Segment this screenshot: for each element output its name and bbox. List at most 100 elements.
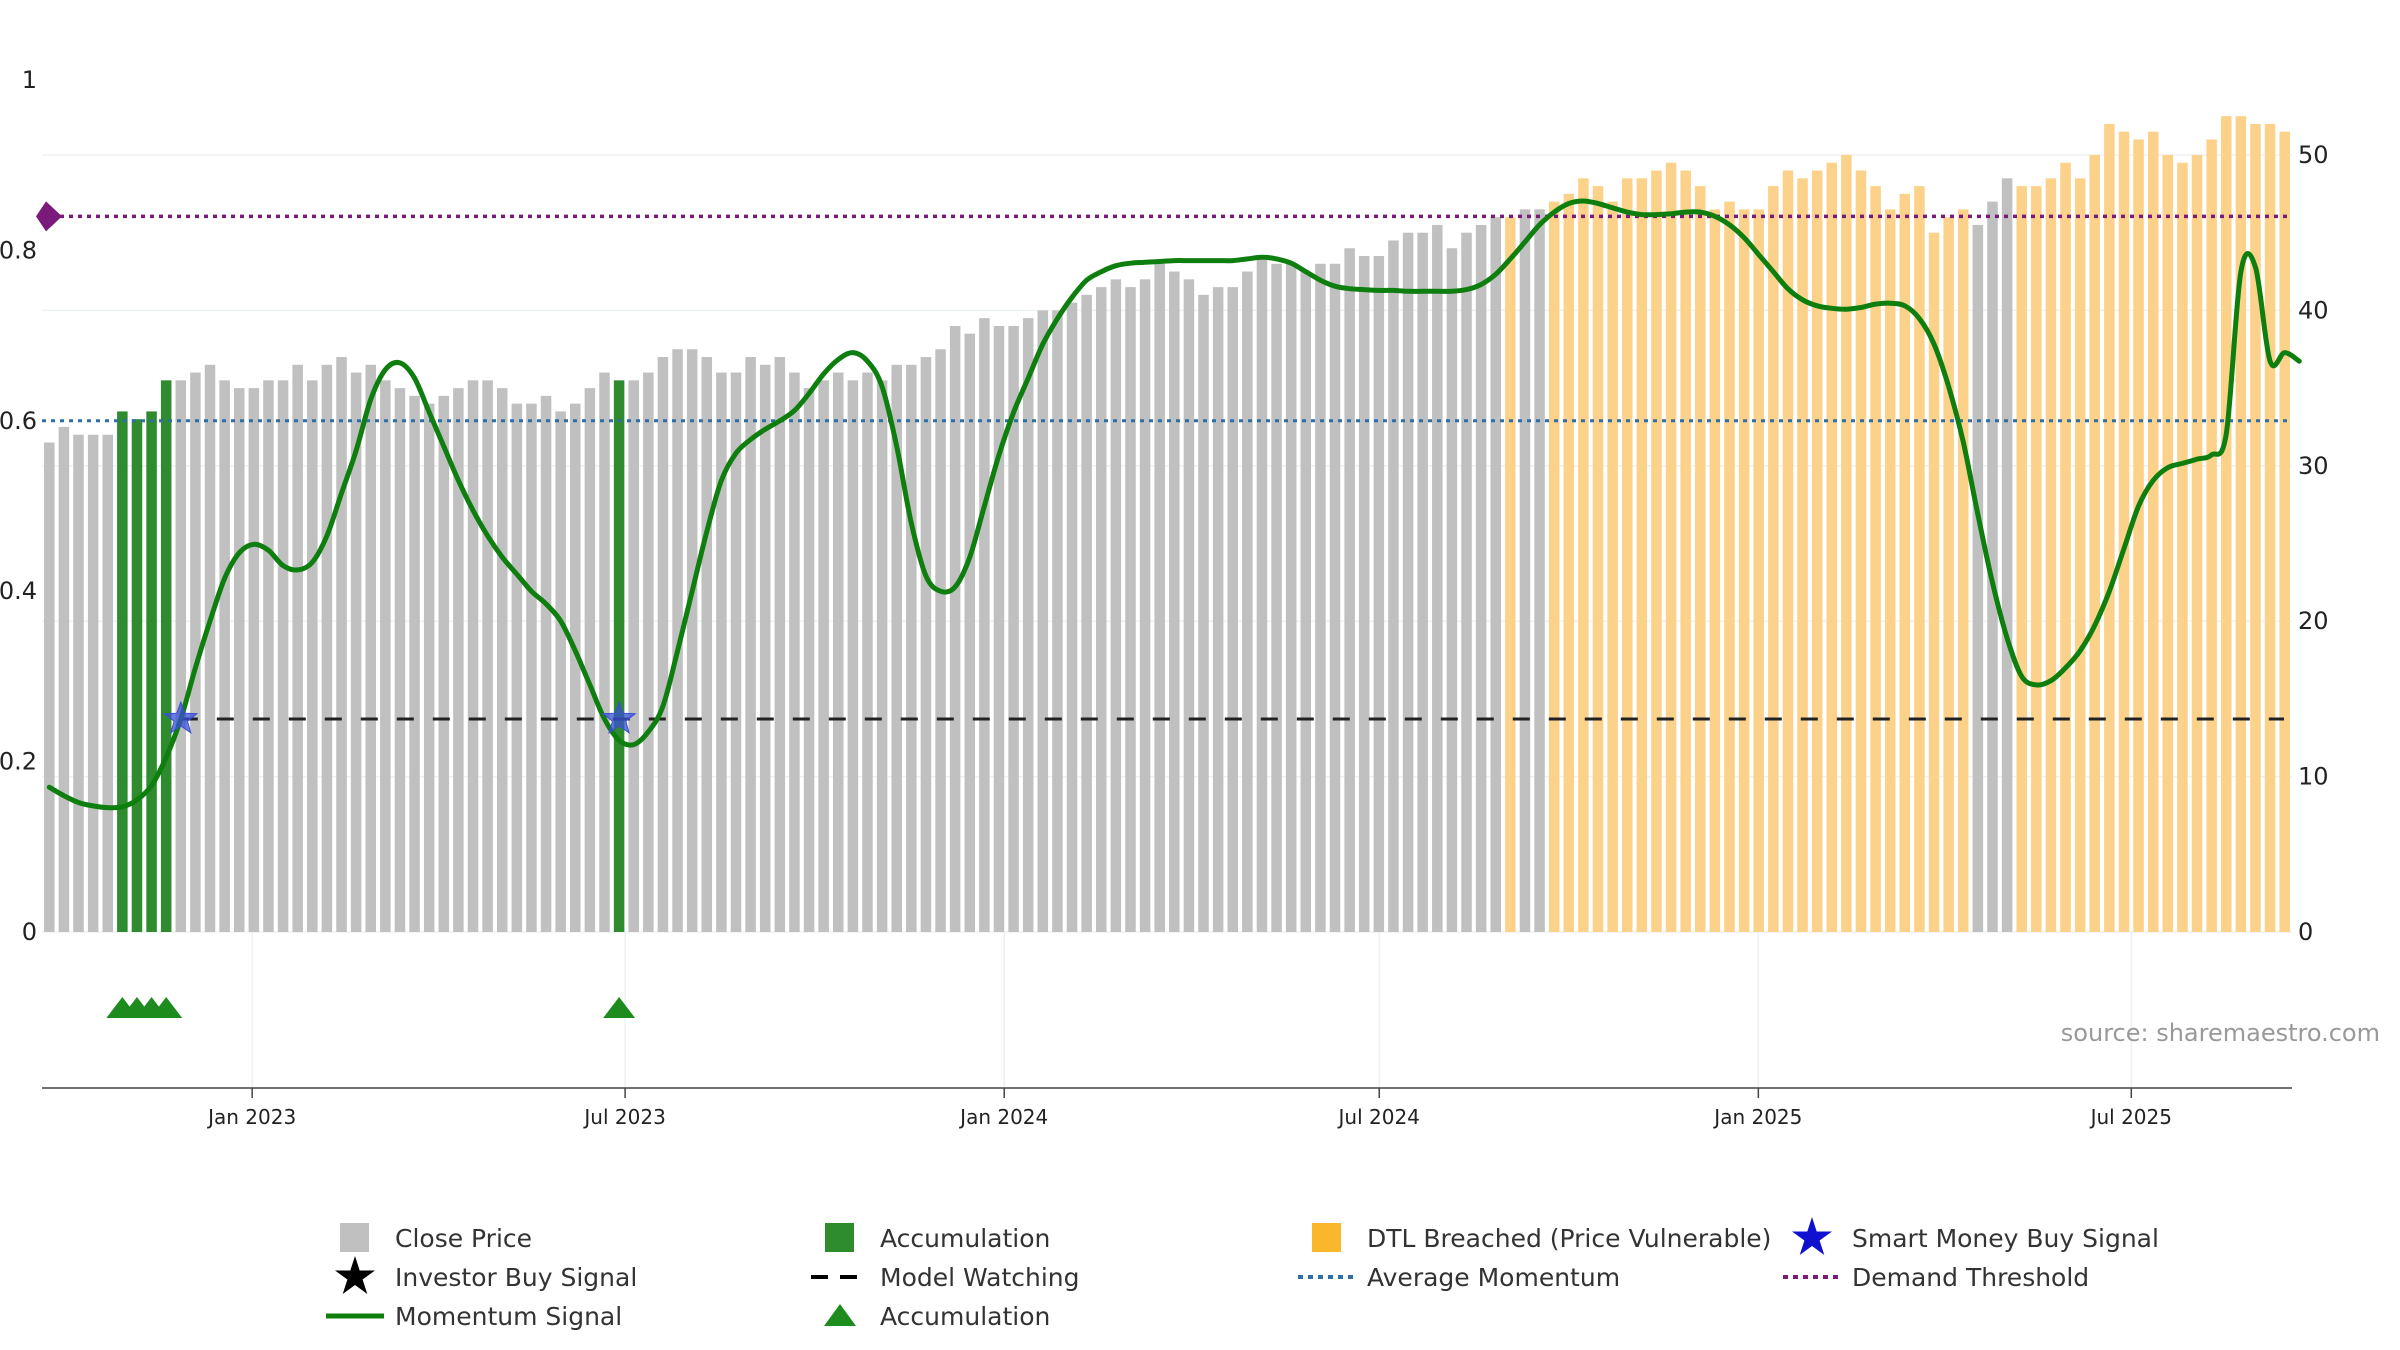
close-price-bar	[292, 364, 303, 932]
legend-item: Momentum Signal	[326, 1302, 622, 1331]
close-price-bar	[949, 325, 961, 932]
close-price-bar	[467, 380, 479, 933]
dtl-breached-bar	[1768, 186, 1779, 932]
close-price-bar	[1432, 224, 1443, 932]
legend-item: Model Watching	[811, 1263, 1080, 1292]
dtl-breached-bar	[1855, 170, 1867, 933]
close-price-bar	[701, 357, 713, 932]
dtl-breached-bar	[1651, 170, 1662, 933]
x-axis-tick-label: Jan 2024	[958, 1105, 1048, 1129]
close-price-bar	[759, 364, 771, 932]
legend-item: Accumulation	[824, 1302, 1050, 1331]
source-label: source: sharemaestro.com	[2061, 1019, 2380, 1047]
close-price-bar	[906, 364, 917, 932]
dtl-breached-bar	[1724, 201, 1735, 932]
close-price-bar	[818, 380, 829, 933]
legend-item: Demand Threshold	[1783, 1263, 2089, 1292]
close-price-bar	[526, 403, 537, 932]
close-price-bar	[964, 333, 976, 933]
dtl-breached-bar	[2060, 162, 2071, 932]
close-price-bar	[745, 357, 756, 932]
legend-swatch	[340, 1223, 369, 1252]
smart-money-star	[163, 700, 199, 734]
close-price-bar	[1534, 209, 1545, 932]
close-price-bar	[1095, 287, 1107, 933]
accumulation-bar	[131, 419, 143, 932]
close-price-bar	[453, 388, 464, 933]
close-price-bar	[1358, 256, 1370, 932]
close-price-bar	[438, 395, 450, 932]
close-price-bar	[599, 372, 610, 932]
dtl-breached-bar	[1884, 209, 1896, 932]
close-price-bar	[336, 357, 347, 932]
close-price-bar	[730, 372, 742, 932]
dtl-breached-bar	[1621, 178, 1633, 932]
close-price-bar	[1388, 240, 1399, 933]
dtl-breached-bar	[2118, 131, 2130, 932]
right-axis-tick-label: 10	[2298, 763, 2329, 791]
legend-swatch	[825, 1223, 854, 1252]
close-price-bar	[1066, 302, 1078, 932]
close-price-bar	[1315, 263, 1326, 932]
dtl-breached-bar	[2016, 186, 2027, 932]
close-price-bar	[87, 434, 99, 932]
close-price-bar	[350, 372, 362, 932]
close-price-bar	[1344, 248, 1355, 933]
dtl-breached-bar	[1578, 178, 1589, 932]
right-axis-tick-label: 40	[2298, 296, 2329, 324]
x-axis-tick-label: Jul 2023	[582, 1105, 665, 1129]
right-axis-tick-label: 50	[2298, 141, 2329, 169]
close-price-bar	[102, 434, 114, 932]
close-price-bar	[1154, 263, 1165, 932]
close-price-bar	[175, 380, 187, 933]
legend-swatch	[1312, 1223, 1341, 1252]
legend-triangle-icon	[824, 1304, 856, 1326]
close-price-bar	[1271, 263, 1282, 932]
left-axis-tick-label: 0.6	[0, 407, 37, 435]
close-price-bar	[1198, 294, 1209, 932]
price-bars	[44, 116, 2290, 933]
close-price-bar	[876, 380, 888, 933]
close-price-bar	[803, 388, 815, 933]
dtl-breached-bar	[1563, 193, 1575, 933]
close-price-bar	[1139, 279, 1151, 932]
dtl-breached-bar	[2031, 186, 2042, 932]
dtl-breached-bar	[1753, 209, 1764, 932]
close-price-bar	[73, 434, 84, 932]
close-price-bar	[409, 395, 420, 932]
dtl-breached-bar	[1607, 201, 1618, 932]
legend-label: Demand Threshold	[1852, 1263, 2089, 1292]
left-axis-tick-label: 1	[22, 66, 37, 94]
dtl-breached-bar	[1636, 178, 1648, 932]
close-price-bar	[511, 403, 523, 932]
legend-label: Accumulation	[880, 1224, 1050, 1253]
close-price-bar	[233, 388, 245, 933]
close-price-bar	[2001, 178, 2013, 932]
close-price-bar	[1022, 318, 1034, 932]
close-price-bar	[394, 388, 406, 933]
close-price-bar	[365, 364, 376, 932]
close-price-bar	[584, 388, 596, 933]
accumulation-bar	[146, 411, 157, 932]
dtl-breached-bar	[1548, 201, 1560, 932]
close-price-bar	[482, 380, 493, 933]
dtl-breached-bar	[1928, 232, 1940, 932]
right-axis-tick-label: 30	[2298, 452, 2329, 480]
close-price-bar	[58, 426, 70, 932]
dtl-breached-bar	[1797, 178, 1808, 932]
close-price-bar	[1417, 232, 1428, 932]
close-price-bar	[1402, 232, 1414, 932]
legend-label: DTL Breached (Price Vulnerable)	[1367, 1224, 1771, 1253]
close-price-bar	[1446, 248, 1458, 933]
close-price-bar	[540, 395, 552, 932]
dtl-breached-bar	[2264, 123, 2276, 933]
left-axis-tick-label: 0	[22, 918, 37, 946]
dtl-breached-bar	[2133, 139, 2144, 932]
close-price-bar	[1300, 271, 1312, 932]
dtl-breached-bar	[2250, 123, 2261, 933]
legend-label: Average Momentum	[1367, 1263, 1620, 1292]
legend-label: Close Price	[395, 1224, 532, 1253]
dtl-breached-bar	[2220, 116, 2232, 932]
